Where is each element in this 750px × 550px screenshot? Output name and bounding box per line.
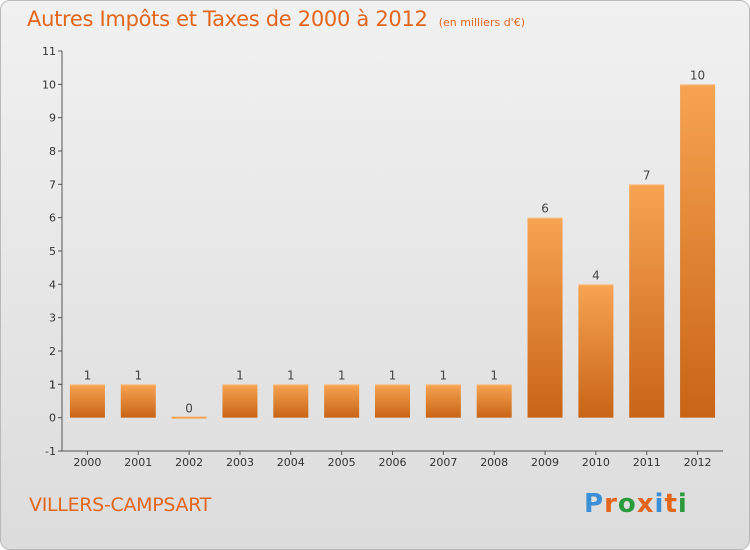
x-tick-label-2006: 2006 xyxy=(379,456,407,469)
y-tick-label: 1 xyxy=(49,378,56,391)
bar-2003 xyxy=(222,384,258,418)
x-tick-label-2010: 2010 xyxy=(582,456,610,469)
logo-letter: i xyxy=(677,489,688,519)
bar-2012 xyxy=(680,84,716,418)
x-tick-label-2007: 2007 xyxy=(429,456,457,469)
logo-letter: t xyxy=(664,489,678,519)
y-tick-label: 5 xyxy=(49,245,56,258)
proxiti-logo: Proxiti xyxy=(584,489,688,519)
data-label-2000: 1 xyxy=(84,368,92,382)
logo-letter: x xyxy=(636,489,655,519)
chart-title: Autres Impôts et Taxes de 2000 à 2012 xyxy=(27,7,428,31)
bar-2008 xyxy=(476,384,512,418)
y-tick-label: 2 xyxy=(49,345,56,358)
bar-2010 xyxy=(578,284,614,418)
chart-header: Autres Impôts et Taxes de 2000 à 2012 (e… xyxy=(27,7,525,31)
x-tick-label-2003: 2003 xyxy=(226,456,254,469)
data-label-2006: 1 xyxy=(389,368,397,382)
data-label-2012: 10 xyxy=(690,68,705,82)
data-label-2003: 1 xyxy=(236,368,244,382)
data-label-2001: 1 xyxy=(134,368,142,382)
logo-letter: r xyxy=(604,489,618,519)
x-tick-label-2005: 2005 xyxy=(328,456,356,469)
chart-subtitle: (en milliers d'€) xyxy=(438,16,525,29)
y-tick-label: 10 xyxy=(42,78,56,91)
data-label-2005: 1 xyxy=(338,368,346,382)
logo-letter: o xyxy=(617,489,637,519)
x-tick-label-2000: 2000 xyxy=(73,456,101,469)
y-tick-label: 6 xyxy=(49,212,56,225)
data-label-2010: 4 xyxy=(592,268,600,282)
bar-2001 xyxy=(120,384,156,418)
bar-2006 xyxy=(375,384,410,418)
commune-name: VILLERS-CAMPSART xyxy=(29,494,212,516)
bar-2004 xyxy=(273,384,309,418)
bar-2000 xyxy=(69,384,105,418)
bar-2009 xyxy=(527,217,563,418)
x-tick-label-2002: 2002 xyxy=(175,456,203,469)
bar-2002 xyxy=(171,416,207,419)
y-tick-label: 3 xyxy=(49,312,56,325)
x-tick-label-2008: 2008 xyxy=(480,456,508,469)
data-label-2008: 1 xyxy=(490,368,498,382)
y-tick-label: 4 xyxy=(49,278,56,291)
y-tick-label: 11 xyxy=(42,45,56,58)
y-tick-label: 1 xyxy=(49,378,56,391)
y-tick-label: -1 xyxy=(45,445,56,458)
bar-2007 xyxy=(425,384,461,418)
chart-bars xyxy=(69,84,716,419)
x-tick-label-2001: 2001 xyxy=(124,456,152,469)
x-tick-label-2012: 2012 xyxy=(684,456,712,469)
y-tick-label: 0 xyxy=(49,412,56,425)
bar-2011 xyxy=(629,184,665,418)
y-tick-label: 9 xyxy=(49,112,56,125)
logo-letter: i xyxy=(654,489,665,519)
y-tick-label: 8 xyxy=(49,145,56,158)
y-tick-label: 7 xyxy=(49,178,56,191)
bar-2005 xyxy=(324,384,360,418)
data-label-2009: 6 xyxy=(541,202,549,216)
data-label-2002: 0 xyxy=(185,402,193,416)
x-tick-label-2009: 2009 xyxy=(531,456,559,469)
x-tick-label-2004: 2004 xyxy=(277,456,305,469)
data-label-2004: 1 xyxy=(287,368,295,382)
data-label-2007: 1 xyxy=(440,368,448,382)
x-tick-label-2011: 2011 xyxy=(633,456,661,469)
data-label-2011: 7 xyxy=(643,168,651,182)
logo-letter: P xyxy=(584,489,605,519)
